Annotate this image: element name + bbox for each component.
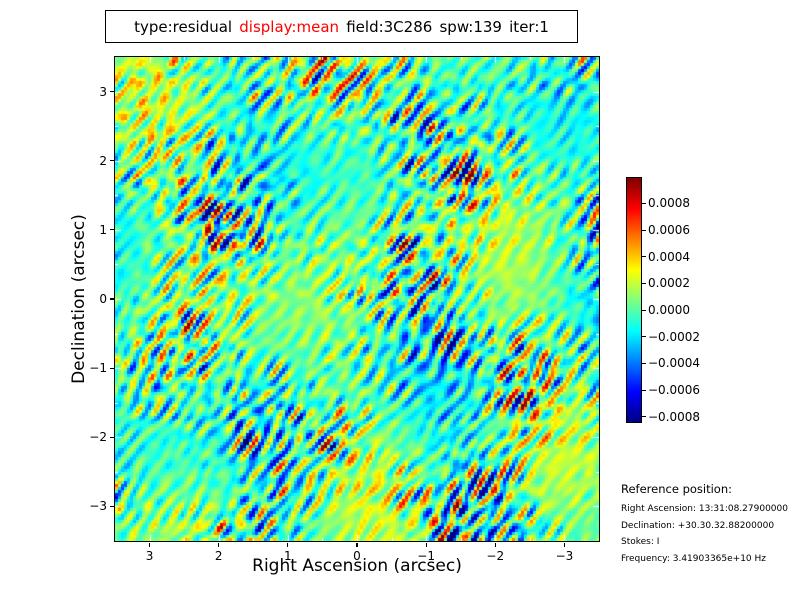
x-tick-mark xyxy=(494,542,496,547)
x-tick-label: 3 xyxy=(145,549,154,563)
y-tick-label: 3 xyxy=(99,84,107,99)
x-tick-mark xyxy=(563,542,566,547)
x-tick-mark xyxy=(218,542,220,547)
reference-line-dec: Declination: +30.30.32.88200000 xyxy=(621,520,775,531)
colorbar-tick-label: 0.0000 xyxy=(648,303,690,317)
colorbar-tick-label: 0.0006 xyxy=(648,223,690,237)
colorbar-tick-label: −0.0006 xyxy=(648,383,701,397)
title-segment-field: field:3C286 xyxy=(346,17,433,36)
colorbar-tick-mark xyxy=(642,282,646,284)
colorbar-tick-mark xyxy=(642,202,646,204)
colorbar-tick-mark xyxy=(642,256,646,258)
y-tick-label: 1 xyxy=(99,222,107,237)
colorbar-tick-mark xyxy=(642,309,646,311)
colorbar-tick-mark xyxy=(642,362,646,364)
x-tick-mark xyxy=(425,542,427,547)
colorbar-tick-mark xyxy=(642,416,646,418)
x-tick-label: −2 xyxy=(486,549,505,563)
plot-title-box: type:residual display:mean field:3C286 s… xyxy=(105,10,578,43)
x-tick-mark xyxy=(356,542,358,547)
y-tick-mark xyxy=(109,505,114,508)
colorbar-tick-label: −0.0008 xyxy=(648,409,701,424)
y-tick-label: −3 xyxy=(89,499,107,514)
y-tick-mark xyxy=(109,367,114,369)
x-tick-label: −3 xyxy=(555,549,574,563)
colorbar-gradient-canvas xyxy=(627,178,641,422)
colorbar-tick-label: 0.0008 xyxy=(648,196,690,211)
colorbar-tick-label: 0.0004 xyxy=(648,249,690,264)
title-segment-spw: spw:139 xyxy=(439,17,502,36)
x-tick-label: −1 xyxy=(417,549,435,563)
x-tick-mark xyxy=(287,542,289,547)
y-tick-label: 2 xyxy=(99,153,107,168)
x-axis-label: Right Ascension (arcsec) xyxy=(252,556,462,576)
title-segment-type: type:residual xyxy=(134,17,233,36)
colorbar xyxy=(626,177,642,423)
title-segment-iter: iter:1 xyxy=(509,17,549,36)
x-tick-mark xyxy=(148,542,151,547)
colorbar-tick-label: −0.0002 xyxy=(648,329,701,344)
y-tick-label: −1 xyxy=(89,361,107,376)
reference-position-title: Reference position: xyxy=(621,482,732,496)
y-tick-label: 0 xyxy=(99,292,107,306)
plot-frame xyxy=(113,55,600,542)
y-axis-label: Declination (arcsec) xyxy=(69,214,89,384)
x-tick-label: 2 xyxy=(214,549,223,563)
y-tick-mark xyxy=(109,229,114,231)
colorbar-tick-label: −0.0004 xyxy=(648,356,701,371)
x-tick-label: 1 xyxy=(284,549,292,563)
reference-line-stokes: Stokes: I xyxy=(621,537,660,547)
colorbar-tick-mark xyxy=(642,389,646,391)
reference-position-block: Reference position: Right Ascension: 13:… xyxy=(621,482,788,570)
colorbar-tick-mark xyxy=(642,336,646,338)
reference-line-frequency: Frequency: 3.41903365e+10 Hz xyxy=(621,553,767,564)
y-tick-mark xyxy=(109,436,114,438)
colorbar-tick-label: 0.0002 xyxy=(648,276,690,291)
x-tick-label: 0 xyxy=(353,549,361,563)
reference-line-ra: Right Ascension: 13:31:08.27900000 xyxy=(621,504,788,514)
colorbar-tick-mark xyxy=(642,229,646,231)
y-tick-mark xyxy=(109,160,114,162)
y-tick-label: −2 xyxy=(89,430,107,445)
title-segment-display: display:mean xyxy=(239,17,340,36)
y-tick-mark xyxy=(109,90,114,93)
residual-heatmap-canvas xyxy=(114,56,599,541)
y-tick-mark xyxy=(109,298,114,300)
